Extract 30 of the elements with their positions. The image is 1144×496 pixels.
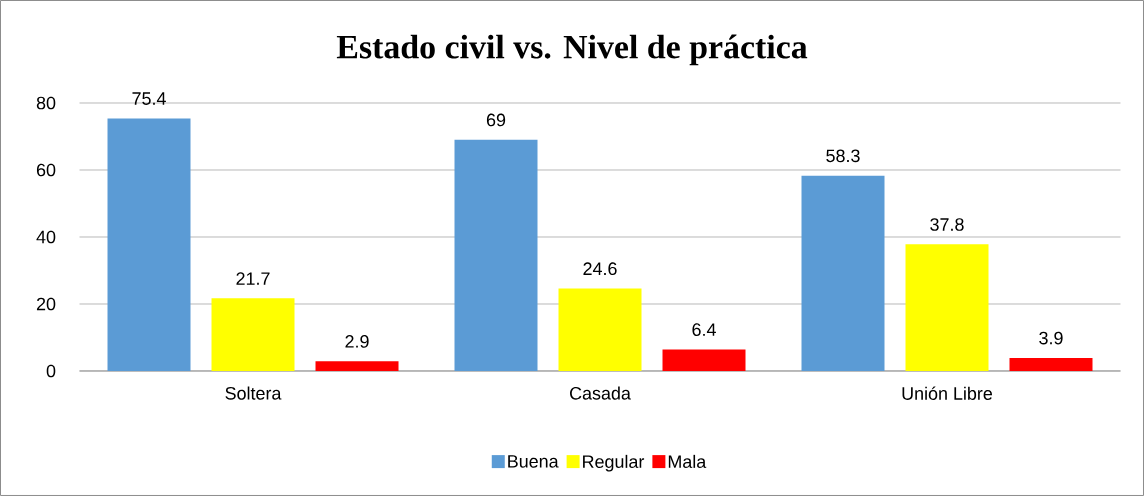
- chart-title: Estado civil vs. Nivel de práctica: [336, 34, 808, 66]
- data-label: 69: [486, 113, 506, 127]
- bar: [211, 298, 295, 371]
- bar: [107, 118, 191, 371]
- data-label: 2.9: [345, 335, 369, 348]
- data-label: 58.3: [826, 149, 860, 163]
- legend-label: Mala: [668, 454, 707, 469]
- bar: [315, 361, 399, 371]
- legend-label: Regular: [583, 454, 645, 472]
- data-label: 24.6: [583, 262, 617, 276]
- data-label: 37.8: [930, 218, 964, 231]
- legend-label: Buena: [508, 455, 559, 468]
- bar: [905, 244, 989, 371]
- bar: [1009, 357, 1093, 371]
- bar: [558, 288, 642, 371]
- x-tick-label: Casada: [570, 386, 631, 400]
- data-label: 75.4: [132, 92, 166, 105]
- y-tick-label: 80: [36, 96, 56, 110]
- x-tick-label: Unión Libre: [902, 386, 993, 400]
- y-tick-label: 20: [36, 297, 56, 311]
- x-tick-label: Soltera: [225, 386, 282, 400]
- bar: [801, 175, 885, 371]
- bar: [454, 139, 538, 371]
- data-label: 6.4: [692, 323, 716, 337]
- y-tick-label: 40: [36, 230, 56, 244]
- data-label: 21.7: [236, 272, 270, 285]
- data-label: 3.9: [1039, 331, 1063, 345]
- y-tick-label: 0: [46, 364, 56, 378]
- bar: [662, 349, 746, 371]
- y-tick-label: 60: [36, 163, 56, 177]
